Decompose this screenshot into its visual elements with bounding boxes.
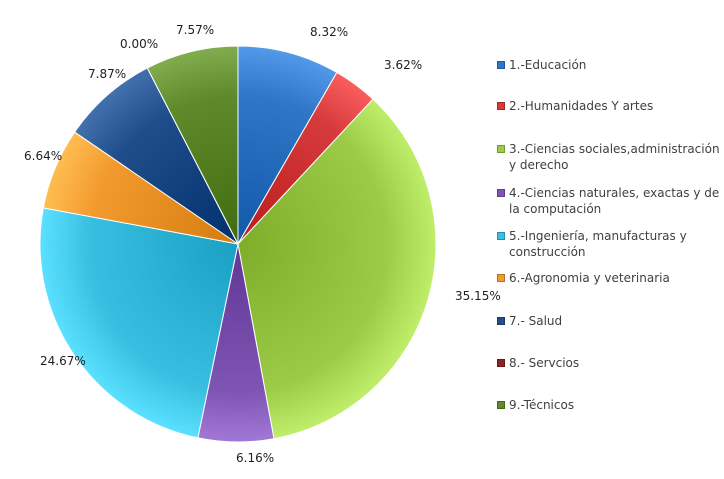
legend-label: 4.-Ciencias naturales, exactas y de la c…: [509, 186, 720, 216]
data-label-1: 8.32%: [310, 25, 348, 39]
pie-slice-7: [73, 67, 239, 245]
pie-slice-9: [146, 45, 239, 245]
legend-label: 7.- Salud: [509, 314, 563, 328]
pie-slice-1: [237, 45, 338, 246]
legend-swatch: [497, 359, 505, 367]
legend-swatch: [497, 61, 505, 69]
legend-swatch: [497, 401, 505, 409]
legend-label: 6.-Agronomia y veterinaria: [509, 271, 670, 285]
data-label-4: 6.16%: [236, 451, 274, 465]
pie-data-labels: 8.32% 3.62% 35.15% 6.16% 24.67% 6.64% 7.87% 0.0…: [24, 23, 501, 465]
legend-label: 1.-Educación: [509, 58, 587, 72]
legend-label: 9.-Técnicos: [509, 398, 575, 412]
legend-swatch: [497, 102, 505, 110]
legend-swatch: [497, 274, 505, 282]
data-label-3: 35.15%: [455, 289, 501, 303]
data-label-7: 7.87%: [88, 67, 126, 81]
pie-slices: [39, 45, 437, 443]
legend-swatch: [497, 232, 505, 240]
data-label-2: 3.62%: [384, 58, 422, 72]
legend-label: 2.-Humanidades Y artes: [509, 99, 654, 113]
data-label-6: 6.64%: [24, 149, 62, 163]
pie-slice-5: [39, 207, 239, 439]
data-label-5: 24.67%: [40, 354, 86, 368]
legend-label: 8.- Servcios: [509, 356, 580, 370]
data-label-8: 0.00%: [120, 37, 158, 51]
legend-swatch: [497, 145, 505, 153]
pie-slice-3: [237, 98, 437, 440]
data-label-9: 7.57%: [176, 23, 214, 37]
legend-label: 3.-Ciencias sociales,administración y de…: [509, 142, 720, 172]
legend-label: 5.-Ingeniería, manufacturas y construcci…: [509, 229, 687, 259]
legend-swatch: [497, 189, 505, 197]
legend-swatch: [497, 317, 505, 325]
